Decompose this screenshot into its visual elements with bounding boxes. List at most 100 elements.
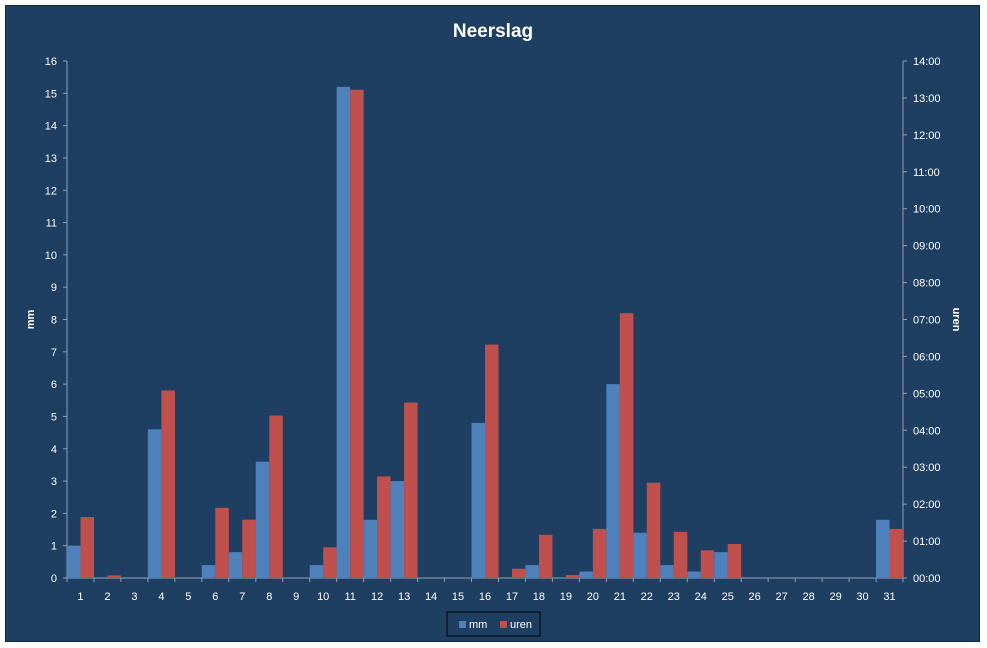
y2-tick-label: 09:00	[913, 241, 941, 253]
bar-uren	[350, 89, 364, 578]
y2-tick-label: 14:00	[913, 56, 941, 68]
bar-mm	[525, 565, 539, 578]
bar-mm	[471, 422, 485, 578]
x-tick-label: 4	[158, 591, 164, 603]
y-tick-label: 4	[51, 444, 57, 456]
bar-uren	[242, 519, 256, 578]
bar-uren	[511, 568, 526, 578]
bar-mm	[363, 519, 378, 578]
x-tick-label: 31	[883, 591, 895, 603]
bar-uren	[107, 575, 121, 578]
x-tick-label: 17	[506, 591, 518, 603]
y-tick-label: 9	[51, 282, 57, 294]
bar-mm	[660, 565, 674, 578]
y2-tick-label: 07:00	[913, 315, 941, 327]
y2-tick-label: 02:00	[913, 499, 941, 511]
bar-uren	[215, 507, 229, 578]
y-tick-label: 0	[51, 573, 57, 585]
y2-tick-label: 11:00	[913, 167, 940, 179]
x-tick-label: 10	[317, 591, 329, 603]
y-tick-label: 3	[51, 476, 57, 488]
plot-area: 01234567891011121314151600:0001:0002:000…	[45, 56, 941, 603]
y2-tick-label: 04:00	[913, 425, 941, 437]
y-tick-label: 14	[45, 121, 57, 133]
x-tick-label: 26	[749, 591, 761, 603]
y-tick-label: 5	[51, 411, 57, 423]
legend-label-uren: uren	[510, 619, 532, 631]
y-tick-label: 2	[51, 508, 57, 520]
x-tick-label: 25	[722, 591, 734, 603]
y-tick-label: 7	[51, 347, 57, 359]
x-tick-label: 3	[131, 591, 137, 603]
bar-mm	[66, 545, 81, 578]
bar-mm	[579, 571, 593, 578]
bar-uren	[619, 313, 634, 578]
y2-tick-label: 08:00	[913, 278, 941, 290]
y-tick-label: 12	[45, 185, 57, 197]
bar-uren	[592, 528, 607, 578]
bar-mm	[390, 481, 405, 578]
x-tick-label: 29	[829, 591, 841, 603]
x-tick-label: 8	[266, 591, 272, 603]
x-tick-label: 21	[614, 591, 626, 603]
x-tick-label: 30	[856, 591, 868, 603]
y2-tick-label: 12:00	[913, 130, 941, 142]
y-tick-label: 8	[51, 315, 57, 327]
y2-tick-label: 13:00	[913, 93, 941, 105]
y2-tick-label: 06:00	[913, 351, 941, 363]
x-tick-label: 12	[371, 591, 383, 603]
y2-tick-label: 03:00	[913, 462, 941, 474]
y-tick-label: 6	[51, 379, 57, 391]
bar-uren	[161, 390, 175, 578]
bar-mm	[228, 552, 243, 578]
y2-tick-label: 10:00	[913, 204, 941, 216]
x-tick-label: 24	[695, 591, 707, 603]
bar-uren	[889, 528, 904, 578]
bar-uren	[485, 344, 499, 578]
bar-mm	[201, 565, 216, 578]
legend-label-mm: mm	[469, 619, 487, 631]
y2-tick-label: 01:00	[913, 536, 941, 548]
x-tick-label: 28	[802, 591, 814, 603]
bar-mm	[633, 532, 647, 578]
y2-tick-label: 05:00	[913, 388, 941, 400]
bar-uren	[700, 550, 715, 578]
x-tick-label: 7	[239, 591, 245, 603]
x-tick-label: 2	[104, 591, 110, 603]
legend: mm uren	[446, 611, 541, 637]
legend-swatch-mm	[459, 621, 466, 628]
x-tick-label: 23	[668, 591, 680, 603]
y-tick-label: 15	[45, 88, 57, 100]
chart-title: Neerslag	[453, 21, 533, 42]
x-tick-label: 5	[185, 591, 191, 603]
y2-tick-label: 00:00	[913, 573, 941, 585]
bar-uren	[673, 531, 688, 578]
bar-uren	[80, 517, 94, 578]
x-tick-label: 16	[479, 591, 491, 603]
y2-axis-label: uren	[950, 308, 962, 332]
bar-uren	[538, 534, 553, 578]
bar-uren	[377, 476, 391, 578]
bar-uren	[404, 402, 418, 578]
x-tick-label: 15	[452, 591, 464, 603]
bar-uren	[646, 482, 661, 578]
y-tick-label: 10	[45, 250, 57, 262]
bar-mm	[606, 384, 620, 578]
bar-uren	[727, 544, 742, 578]
y-tick-label: 11	[46, 218, 57, 230]
bar-uren	[565, 575, 580, 578]
bar-mm	[714, 552, 728, 578]
y-axis-label: mm	[25, 310, 37, 330]
x-tick-label: 13	[398, 591, 410, 603]
x-tick-label: 27	[776, 591, 788, 603]
x-tick-label: 1	[77, 591, 83, 603]
bar-mm	[876, 519, 890, 578]
x-tick-label: 11	[344, 591, 355, 603]
bar-mm	[309, 565, 324, 578]
x-tick-label: 22	[641, 591, 653, 603]
y-tick-label: 16	[45, 56, 57, 68]
bar-mm	[687, 571, 701, 578]
bar-mm	[336, 86, 351, 578]
x-tick-label: 9	[293, 591, 299, 603]
